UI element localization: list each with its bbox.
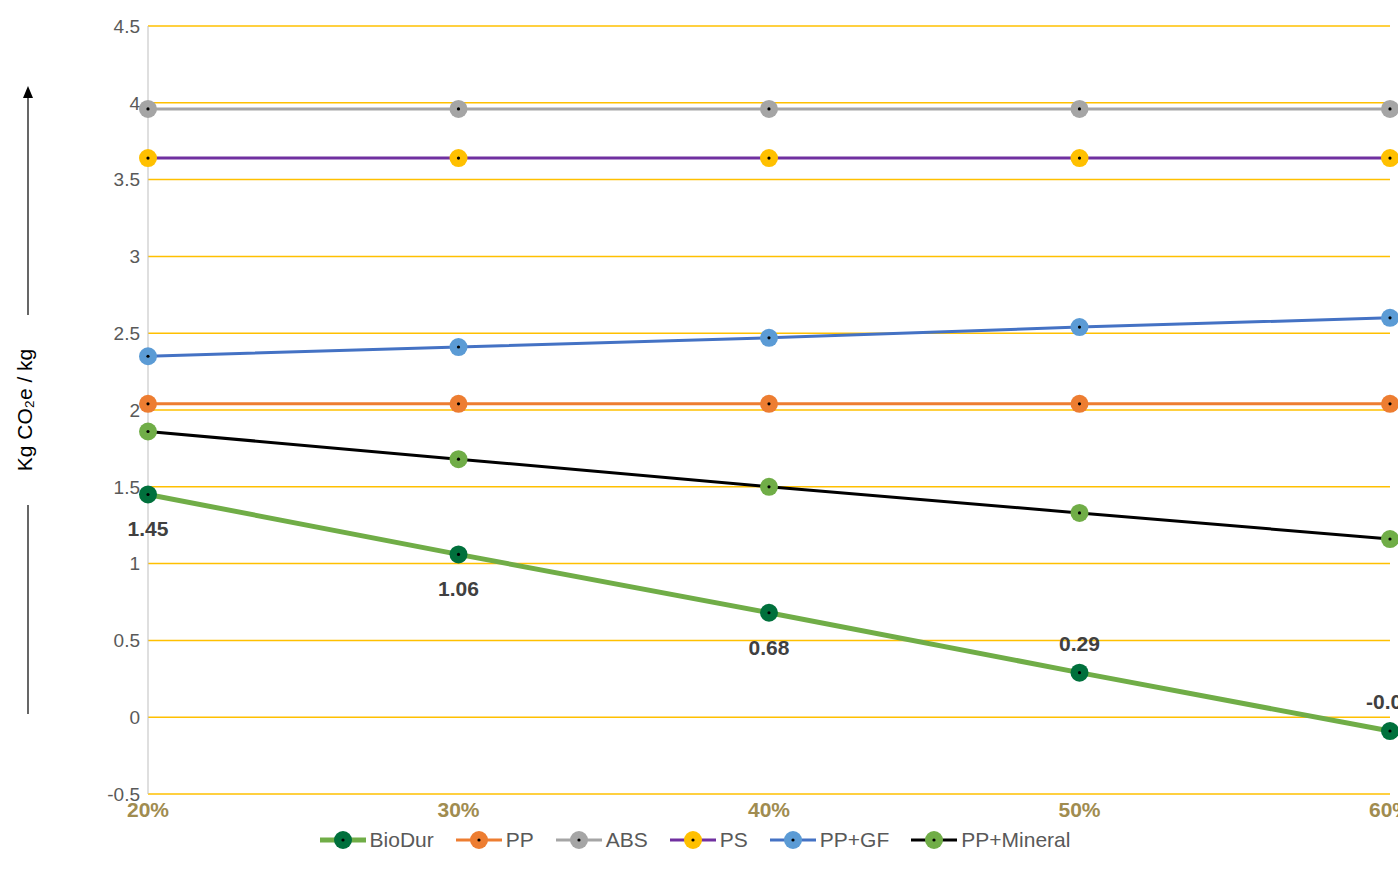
- svg-text:Kg CO₂e / kg: Kg CO₂e / kg: [13, 349, 36, 472]
- html-text:PS: PS: [719, 828, 748, 851]
- svg-text:50%: 50%: [1058, 798, 1100, 821]
- svg-text:3.5: 3.5: [114, 169, 140, 190]
- svg-text:20%: 20%: [127, 797, 169, 821]
- html-text:BioDur: BioDur: [369, 828, 434, 851]
- svg-text:1.45: 1.45: [128, 517, 169, 540]
- svg-text:0.68: 0.68: [749, 636, 790, 659]
- svg-text:0.29: 0.29: [1059, 632, 1100, 655]
- svg-text:60%: 60%: [1369, 798, 1390, 821]
- svg-text:30%: 30%: [437, 798, 479, 821]
- svg-text:1.06: 1.06: [438, 577, 479, 600]
- html-text:PP: PP: [505, 828, 534, 851]
- svg-text:4.5: 4.5: [114, 16, 140, 37]
- html-text:PP+GF: PP+GF: [819, 828, 890, 851]
- svg-text:0: 0: [129, 707, 140, 728]
- html-text:ABS: ABS: [605, 828, 648, 851]
- svg-text:40%: 40%: [748, 798, 790, 821]
- html-text:PP+Mineral: PP+Mineral: [961, 828, 1071, 851]
- svg-text:1: 1: [129, 553, 140, 574]
- svg-text:2: 2: [129, 400, 140, 421]
- svg-text:2.5: 2.5: [114, 323, 140, 344]
- svg-text:0.5: 0.5: [114, 630, 140, 651]
- svg-text:3: 3: [129, 246, 140, 267]
- svg-text:-0.5: -0.5: [107, 784, 140, 805]
- svg-text:4: 4: [129, 93, 140, 114]
- svg-text:1.5: 1.5: [114, 477, 140, 498]
- svg-text:-0.09: -0.09: [1366, 690, 1390, 713]
